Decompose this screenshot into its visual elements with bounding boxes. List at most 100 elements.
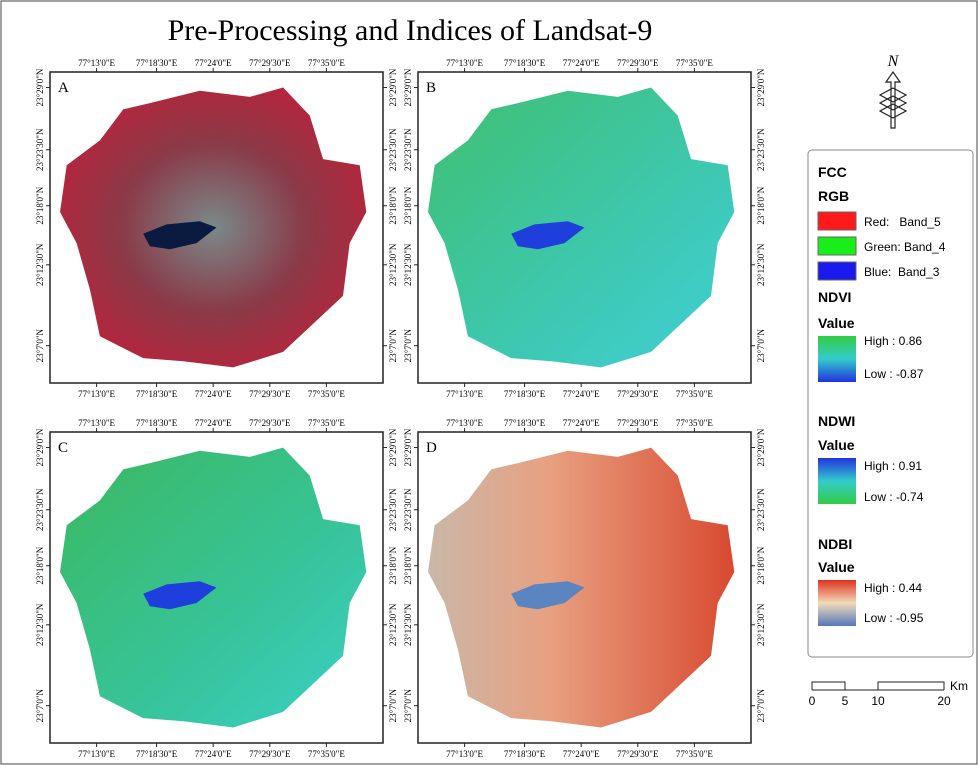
map-panel: D 77°13'0"E 77°13'0"E 77°18'30"E 77°18'30"E 7… — [403, 418, 766, 759]
lon-tick-label: 77°35'0"E — [308, 58, 345, 68]
lat-tick-label: 23°23'30"N — [35, 488, 45, 531]
panel-label: D — [426, 440, 437, 456]
north-label: N — [887, 53, 900, 70]
lat-tick-label: 23°18'0"N — [403, 546, 413, 584]
swatch-red — [818, 212, 856, 230]
ramp-ndwi — [818, 458, 856, 504]
legend-high: High : 0.44 — [864, 581, 922, 595]
lat-tick-label: 23°29'0"N — [388, 428, 398, 466]
scale-label: 0 — [809, 694, 816, 708]
lat-tick-label: 23°23'30"N — [35, 128, 45, 171]
lat-tick-label: 23°7'0"N — [756, 688, 766, 722]
lon-tick-label: 77°18'30"E — [504, 418, 546, 428]
legend-low: Low : -0.74 — [864, 490, 924, 504]
lat-tick-label: 23°12'30"N — [35, 243, 45, 286]
lat-tick-label: 23°12'30"N — [35, 603, 45, 646]
lat-tick-label: 23°18'0"N — [388, 546, 398, 584]
scale-label: 20 — [937, 694, 951, 708]
panel-label: C — [58, 440, 68, 456]
legend-title: NDVI — [818, 289, 851, 305]
lon-tick-label: 77°29'30"E — [617, 418, 659, 428]
lon-tick-label: 77°29'30"E — [249, 418, 291, 428]
swatch-blue — [818, 262, 856, 280]
panel-label: A — [58, 80, 69, 96]
lat-tick-label: 23°18'0"N — [756, 186, 766, 224]
lat-tick-label: 23°18'0"N — [35, 546, 45, 584]
lat-tick-label: 23°29'0"N — [403, 68, 413, 106]
figure: Pre-Processing and Indices of Landsat-9 … — [0, 0, 978, 765]
lat-tick-label: 23°23'30"N — [403, 128, 413, 171]
lon-tick-label: 77°29'30"E — [249, 389, 291, 399]
panel-label: B — [426, 80, 436, 96]
lon-tick-label: 77°13'0"E — [78, 389, 115, 399]
legend-subtitle: RGB — [818, 188, 849, 204]
lat-tick-label: 23°7'0"N — [35, 328, 45, 362]
lon-tick-label: 77°24'0"E — [195, 749, 232, 759]
lat-tick-label: 23°29'0"N — [35, 68, 45, 106]
lat-tick-label: 23°18'0"N — [35, 186, 45, 224]
lon-tick-label: 77°24'0"E — [563, 749, 600, 759]
lon-tick-label: 77°29'30"E — [617, 58, 659, 68]
legend-low: Low : -0.95 — [864, 611, 924, 625]
legend-label: Value — [818, 559, 855, 575]
legend-item: Red: Band_5 — [864, 215, 941, 229]
lat-tick-label: 23°29'0"N — [35, 428, 45, 466]
lat-tick-label: 23°12'30"N — [388, 603, 398, 646]
lat-tick-label: 23°18'0"N — [756, 546, 766, 584]
lon-tick-label: 77°18'30"E — [136, 58, 178, 68]
lon-tick-label: 77°35'0"E — [676, 749, 713, 759]
lon-tick-label: 77°24'0"E — [563, 418, 600, 428]
lon-tick-label: 77°35'0"E — [676, 58, 713, 68]
scale-label: 5 — [842, 694, 849, 708]
lat-tick-label: 23°29'0"N — [403, 428, 413, 466]
legend-high: High : 0.91 — [864, 459, 922, 473]
lon-tick-label: 77°24'0"E — [195, 389, 232, 399]
lon-tick-label: 77°24'0"E — [195, 58, 232, 68]
lat-tick-label: 23°12'30"N — [756, 603, 766, 646]
lon-tick-label: 77°18'30"E — [504, 58, 546, 68]
lat-tick-label: 23°7'0"N — [403, 688, 413, 722]
lon-tick-label: 77°35'0"E — [308, 749, 345, 759]
legend-item: Green: Band_4 — [864, 240, 946, 254]
map-panel: B77°13'0"E77°13'0"E77°18'30"E77°18'30"E7… — [403, 58, 766, 399]
map-panel: C77°13'0"E77°13'0"E77°18'30"E77°18'30"E7… — [35, 418, 398, 759]
figure-title: Pre-Processing and Indices of Landsat-9 — [168, 14, 653, 47]
lat-tick-label: 23°7'0"N — [756, 328, 766, 362]
lat-tick-label: 23°23'30"N — [756, 488, 766, 531]
lat-tick-label: 23°23'30"N — [756, 128, 766, 171]
lat-tick-label: 23°7'0"N — [35, 688, 45, 722]
lon-tick-label: 77°18'30"E — [504, 749, 546, 759]
lat-tick-label: 23°12'30"N — [388, 243, 398, 286]
legend-title: NDWI — [818, 413, 855, 429]
lon-tick-label: 77°13'0"E — [446, 58, 483, 68]
lon-tick-label: 77°35'0"E — [308, 418, 345, 428]
lon-tick-label: 77°29'30"E — [617, 749, 659, 759]
lat-tick-label: 23°23'30"N — [403, 488, 413, 531]
lat-tick-label: 23°29'0"N — [388, 68, 398, 106]
lat-tick-label: 23°29'0"N — [756, 68, 766, 106]
lon-tick-label: 77°13'0"E — [78, 58, 115, 68]
lon-tick-label: 77°18'30"E — [136, 418, 178, 428]
lon-tick-label: 77°13'0"E — [446, 418, 483, 428]
lat-tick-label: 23°12'30"N — [403, 243, 413, 286]
lon-tick-label: 77°13'0"E — [78, 418, 115, 428]
lon-tick-label: 77°35'0"E — [676, 418, 713, 428]
legend-high: High : 0.86 — [864, 334, 922, 348]
lon-tick-label: 77°13'0"E — [446, 389, 483, 399]
legend-label: Value — [818, 315, 855, 331]
lon-tick-label: 77°35'0"E — [308, 389, 345, 399]
lon-tick-label: 77°29'30"E — [617, 389, 659, 399]
legend-title: NDBI — [818, 536, 852, 552]
lon-tick-label: 77°13'0"E — [446, 749, 483, 759]
lon-tick-label: 77°29'30"E — [249, 58, 291, 68]
lon-tick-label: 77°24'0"E — [563, 389, 600, 399]
lat-tick-label: 23°29'0"N — [756, 428, 766, 466]
legend-low: Low : -0.87 — [864, 367, 924, 381]
lon-tick-label: 77°24'0"E — [195, 418, 232, 428]
lon-tick-label: 77°29'30"E — [249, 749, 291, 759]
swatch-green — [818, 237, 856, 255]
lon-tick-label: 77°18'30"E — [136, 749, 178, 759]
lon-tick-label: 77°18'30"E — [136, 389, 178, 399]
lat-tick-label: 23°18'0"N — [403, 186, 413, 224]
lat-tick-label: 23°7'0"N — [403, 328, 413, 362]
